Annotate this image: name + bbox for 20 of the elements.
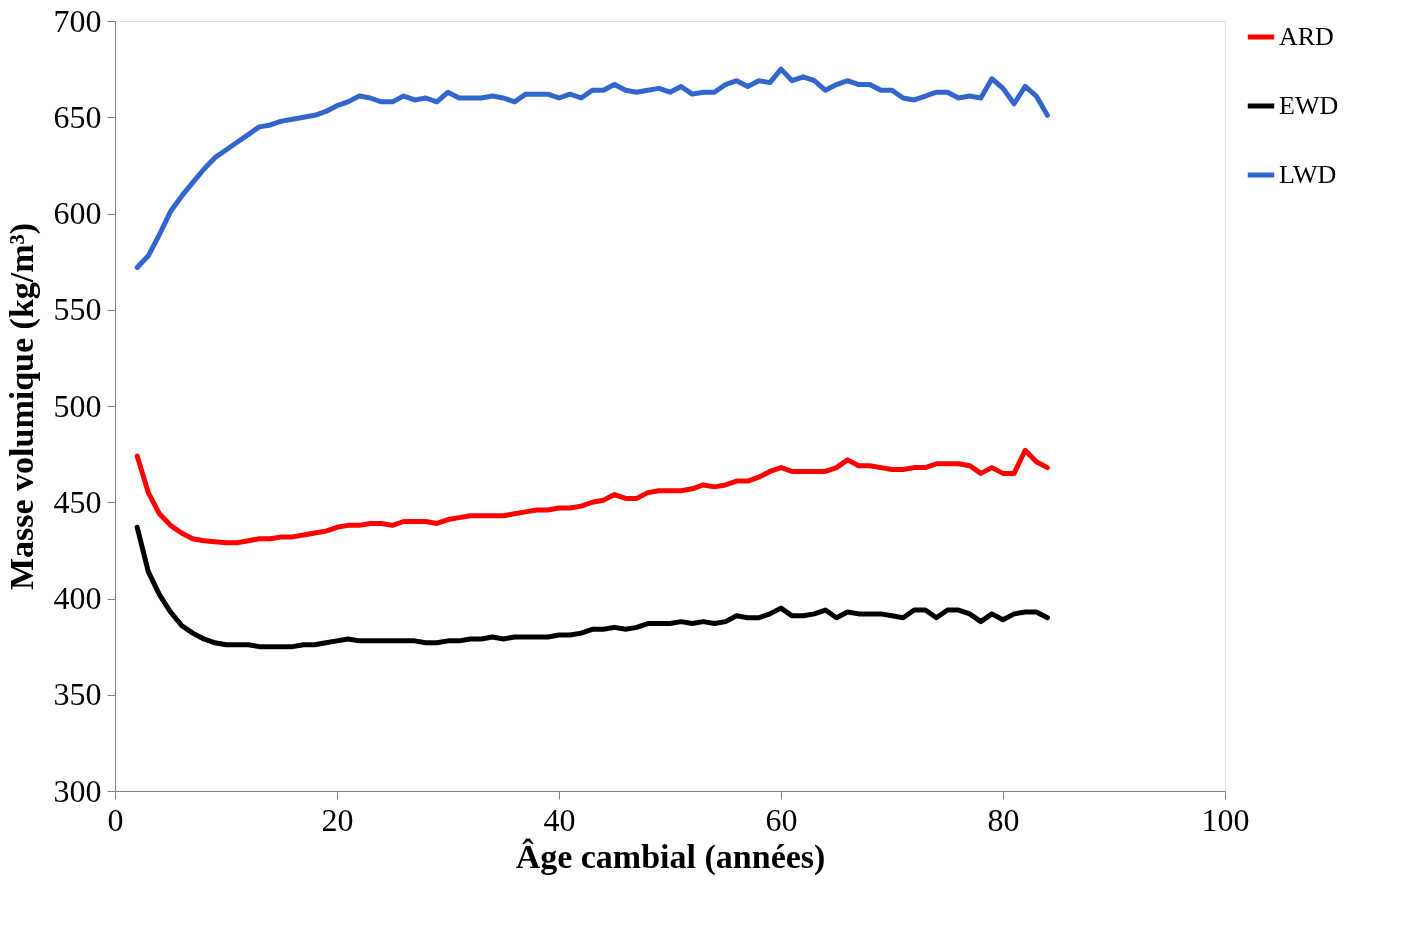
x-tick-label: 0 xyxy=(107,801,124,838)
y-tick-label: 300 xyxy=(53,772,102,809)
y-tick-label: 550 xyxy=(53,291,102,328)
y-tick-label: 450 xyxy=(53,483,102,520)
y-tick-label: 600 xyxy=(53,195,102,231)
y-tick-label: 650 xyxy=(53,98,102,135)
legend-label: EWD xyxy=(1279,91,1339,120)
x-axis-title: Âge cambial (années) xyxy=(515,837,826,876)
legend-label: ARD xyxy=(1279,22,1334,51)
x-tick-label: 40 xyxy=(543,801,576,838)
y-tick-label: 400 xyxy=(53,580,102,616)
x-tick-label: 60 xyxy=(765,801,798,838)
y-axis-title: Masse volumique (kg/m³) xyxy=(2,222,41,591)
x-tick-label: 20 xyxy=(321,801,354,838)
legend-label: LWD xyxy=(1279,160,1337,189)
y-tick-label: 700 xyxy=(53,2,102,39)
y-tick-label: 500 xyxy=(53,387,102,424)
x-tick-label: 80 xyxy=(987,801,1020,838)
x-tick-label: 100 xyxy=(1201,801,1250,838)
y-tick-label: 350 xyxy=(53,676,102,713)
